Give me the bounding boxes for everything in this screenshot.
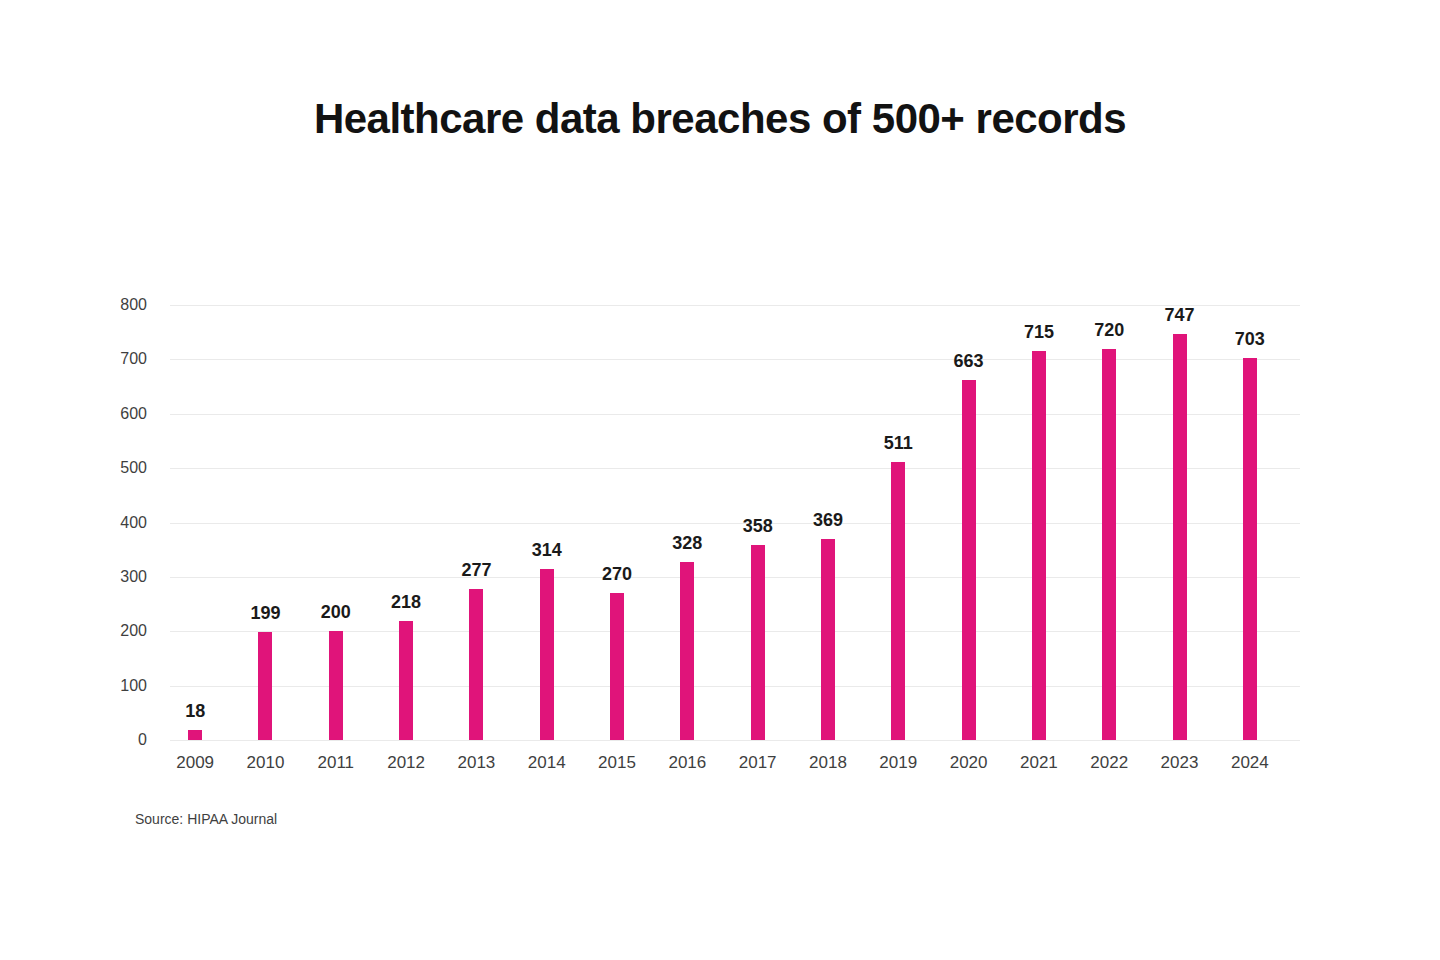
gridline-0 bbox=[170, 740, 1300, 741]
bar-column-2015: 2702015 bbox=[582, 305, 652, 740]
y-tick-label-800: 800 bbox=[120, 296, 161, 314]
bar-2022 bbox=[1102, 349, 1116, 741]
bar-column-2020: 6632020 bbox=[933, 305, 1003, 740]
bar-column-2010: 1992010 bbox=[230, 305, 300, 740]
y-tick-label-700: 700 bbox=[120, 350, 161, 368]
y-tick-label-300: 300 bbox=[120, 568, 161, 586]
bar-column-2013: 2772013 bbox=[441, 305, 511, 740]
bar-2024 bbox=[1243, 358, 1257, 740]
bar-2014 bbox=[540, 569, 554, 740]
y-tick-label-0: 0 bbox=[138, 731, 161, 749]
bar-2015 bbox=[610, 593, 624, 740]
x-tick-label-2024: 2024 bbox=[1195, 753, 1305, 773]
bar-column-2018: 3692018 bbox=[793, 305, 863, 740]
bar-column-2011: 2002011 bbox=[301, 305, 371, 740]
bar-2021 bbox=[1032, 351, 1046, 740]
bar-2013 bbox=[469, 589, 483, 740]
bar-column-2021: 7152021 bbox=[1004, 305, 1074, 740]
bar-column-2009: 182009 bbox=[160, 305, 230, 740]
plot-area: 0100200300400500600700800 18200919920102… bbox=[160, 305, 1285, 740]
bar-2016 bbox=[680, 562, 694, 740]
bar-column-2012: 2182012 bbox=[371, 305, 441, 740]
source-text: Source: HIPAA Journal bbox=[135, 811, 277, 827]
chart-canvas: Healthcare data breaches of 500+ records… bbox=[0, 0, 1440, 960]
bar-value-label-2024: 703 bbox=[1195, 329, 1305, 350]
bar-column-2024: 7032024 bbox=[1215, 305, 1285, 740]
y-tick-label-200: 200 bbox=[120, 622, 161, 640]
bar-2018 bbox=[821, 539, 835, 740]
bar-2019 bbox=[891, 462, 905, 740]
bar-column-2023: 7472023 bbox=[1144, 305, 1214, 740]
y-tick-label-100: 100 bbox=[120, 677, 161, 695]
bar-2011 bbox=[329, 631, 343, 740]
chart-title: Healthcare data breaches of 500+ records bbox=[0, 95, 1440, 143]
y-tick-label-600: 600 bbox=[120, 405, 161, 423]
bar-2012 bbox=[399, 621, 413, 740]
bar-2017 bbox=[751, 545, 765, 740]
bar-2010 bbox=[258, 632, 272, 740]
bar-2020 bbox=[962, 380, 976, 741]
y-tick-label-500: 500 bbox=[120, 459, 161, 477]
bar-2009 bbox=[188, 730, 202, 740]
bar-2023 bbox=[1173, 334, 1187, 740]
bar-column-2022: 7202022 bbox=[1074, 305, 1144, 740]
y-tick-label-400: 400 bbox=[120, 514, 161, 532]
bar-column-2014: 3142014 bbox=[512, 305, 582, 740]
